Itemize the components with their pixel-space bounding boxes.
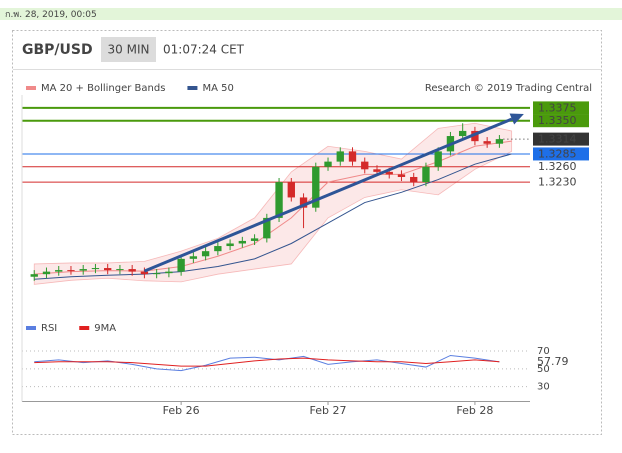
- level-label: 1.3230: [538, 176, 577, 189]
- legend-swatch: [79, 326, 90, 330]
- candle-body: [495, 139, 504, 144]
- candle-body: [91, 268, 100, 270]
- candle-body: [55, 270, 63, 272]
- candle-body: [422, 166, 430, 183]
- candle-body: [324, 161, 332, 167]
- candle-body: [348, 151, 357, 162]
- candle-body: [189, 256, 198, 259]
- ma-line: [34, 140, 512, 275]
- panel: [12, 30, 602, 435]
- level-label-box: [533, 101, 589, 115]
- legend-swatch: [26, 86, 36, 90]
- candle-body: [250, 238, 259, 241]
- credit: Research © 2019 Trading Central: [425, 83, 592, 94]
- y-tick-label: 30: [537, 382, 550, 393]
- candle-body: [275, 182, 283, 218]
- bollinger-band: [33, 122, 513, 285]
- level-label: 1.3314: [538, 133, 577, 146]
- candle-body: [287, 182, 295, 198]
- candle-body: [299, 197, 308, 208]
- candle-body: [104, 268, 112, 271]
- legend-label: MA 50: [202, 83, 233, 94]
- candle-body: [238, 240, 247, 244]
- candle-body: [116, 269, 124, 271]
- candle-body: [67, 270, 75, 272]
- candle-body: [263, 217, 271, 239]
- candle-body: [226, 243, 234, 247]
- level-label: 1.3350: [538, 114, 577, 127]
- candle-body: [361, 161, 369, 170]
- legend-label: RSI: [41, 323, 57, 334]
- candle-body: [410, 176, 418, 183]
- candle-body: [152, 273, 161, 275]
- x-tick-label: Feb 26: [163, 404, 200, 417]
- date-text: ก.พ. 28, 2019, 00:05: [5, 10, 97, 20]
- candle-body: [214, 246, 222, 252]
- legend-label: 9MA: [94, 323, 116, 334]
- level-label: 1.3375: [538, 101, 577, 114]
- symbol: GBP/USD: [22, 42, 93, 58]
- trendline-arrow: [509, 113, 524, 125]
- candle-body: [140, 271, 149, 275]
- legend-swatch: [26, 326, 36, 330]
- timeframe[interactable]: 30 MIN: [108, 43, 150, 57]
- x-tick-label: Feb 27: [310, 404, 347, 417]
- candle-body: [312, 166, 320, 208]
- level-label-box: [533, 132, 589, 146]
- ma-line: [34, 153, 512, 280]
- candle-body: [471, 130, 479, 142]
- candle-body: [459, 130, 467, 137]
- legend-swatch: [187, 86, 198, 90]
- level-label-box: [533, 147, 589, 161]
- trendline: [143, 117, 513, 273]
- candle-body: [201, 251, 210, 257]
- y-tick-label: 50: [537, 364, 550, 375]
- level-label-box: [533, 114, 589, 128]
- level-label: 1.3285: [538, 147, 577, 160]
- rsi-line: [34, 357, 500, 367]
- candle-body: [434, 151, 442, 167]
- last-value-label: 57.79: [537, 355, 569, 368]
- clock: 01:07:24 CET: [163, 43, 245, 57]
- candle-body: [42, 271, 51, 275]
- candle-body: [483, 141, 491, 144]
- candle-body: [165, 271, 173, 274]
- candle-body: [373, 169, 381, 172]
- timeframe-box[interactable]: [101, 37, 156, 62]
- candle-body: [397, 174, 406, 177]
- candle-body: [79, 269, 87, 271]
- date-bar: [0, 8, 622, 20]
- candle-body: [385, 171, 393, 175]
- x-tick-label: Feb 28: [456, 404, 493, 417]
- candle-body: [177, 258, 185, 272]
- legend-label: MA 20 + Bollinger Bands: [41, 83, 165, 94]
- y-tick-label: 70: [537, 346, 550, 357]
- candle-body: [30, 274, 38, 277]
- candle-body: [336, 151, 344, 162]
- level-label: 1.3260: [538, 160, 577, 173]
- candle-body: [128, 269, 136, 272]
